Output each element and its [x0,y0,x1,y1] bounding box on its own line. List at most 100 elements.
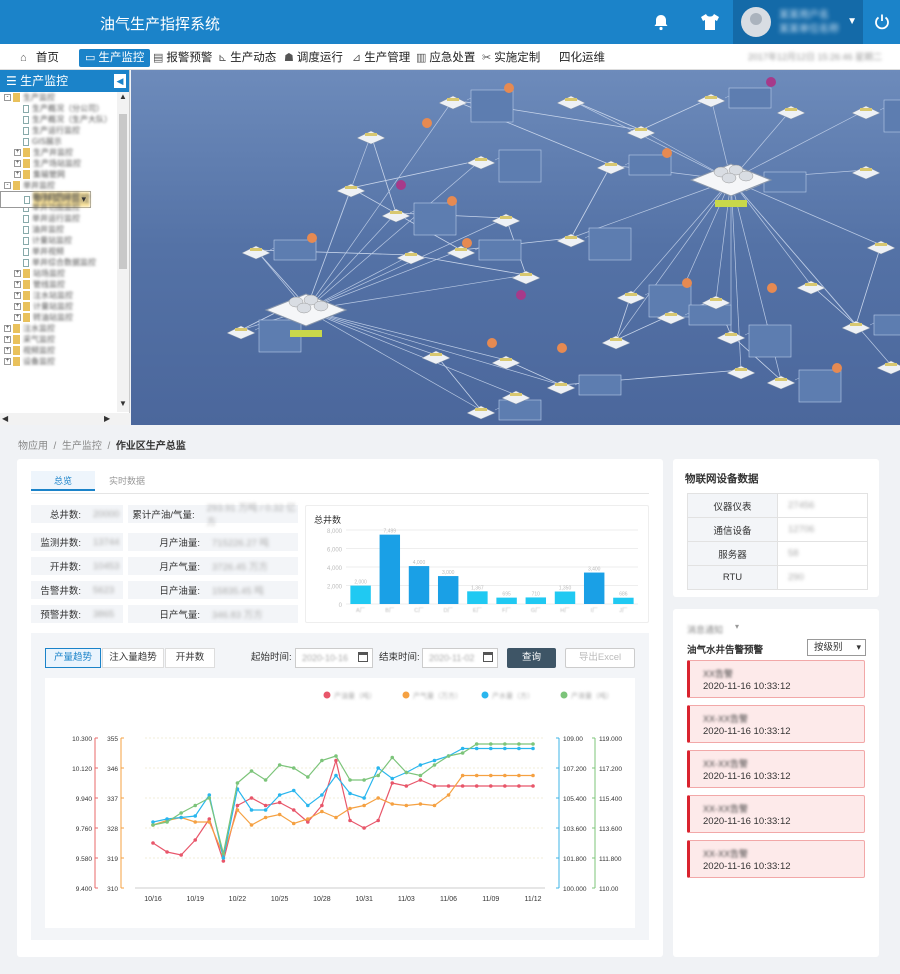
data-point[interactable] [235,803,240,808]
data-point[interactable] [348,818,352,823]
tree-item[interactable]: 单井运行监控 [0,213,129,224]
menu-item-ops[interactable]: 四化运维 [559,52,605,64]
expand-icon[interactable]: + [14,160,21,167]
data-point[interactable] [390,755,395,760]
data-point[interactable] [334,773,338,778]
chevron-down-icon[interactable]: ▾ [735,622,740,631]
tree-item[interactable]: + 注水站监控 [0,290,129,301]
data-point[interactable] [474,746,479,751]
data-point[interactable] [320,793,324,797]
data-point[interactable] [390,776,395,781]
station-node[interactable] [689,163,773,197]
legend-marker[interactable] [560,691,568,699]
well-node[interactable] [421,350,451,365]
legend-label[interactable]: 产液量（吨） [571,691,613,700]
production-network-map[interactable] [131,70,900,425]
bar[interactable] [496,597,517,604]
data-point[interactable] [503,784,507,788]
data-point[interactable] [446,793,451,797]
well-node[interactable] [796,280,826,295]
data-point[interactable] [151,823,155,827]
data-point[interactable] [193,820,198,824]
data-point[interactable] [474,742,479,746]
well-node[interactable] [776,105,806,120]
menu-item-production-monitor[interactable]: ▭ 生产监控 [79,49,151,67]
data-point[interactable] [432,803,437,808]
data-point[interactable] [235,808,240,812]
alarm-dot[interactable] [462,238,472,248]
expand-icon[interactable]: + [4,358,11,365]
data-point[interactable] [193,838,198,842]
bar[interactable] [583,572,605,604]
tree-item[interactable]: + 视频监控 [0,345,129,356]
data-point[interactable] [165,820,169,824]
data-point[interactable] [165,817,169,821]
data-point[interactable] [460,746,465,751]
data-point[interactable] [320,758,324,763]
well-node[interactable] [336,183,366,198]
data-point[interactable] [235,781,240,785]
well-node[interactable] [356,130,386,145]
data-point[interactable] [432,784,437,788]
expand-icon[interactable]: + [4,336,11,343]
menu-item-home[interactable]: ⌂ 首页 [20,49,59,67]
data-point[interactable] [362,778,366,782]
tree-item[interactable]: 单井综合数据监控 [0,257,129,268]
bar[interactable] [379,534,401,604]
legend-marker[interactable] [481,691,489,699]
alarm-item[interactable]: XX告警 2020-11-16 10:33:12 [687,660,865,698]
data-point[interactable] [249,769,254,773]
well-node[interactable] [841,320,871,335]
data-point[interactable] [390,781,395,785]
expand-icon[interactable]: + [14,270,21,277]
well-node[interactable] [626,125,656,140]
legend-label[interactable]: 产水量（方） [492,691,534,700]
tab-realtime[interactable]: 实时数据 [95,471,159,491]
alarm-item[interactable]: XX-XX告警 2020-11-16 10:33:12 [687,840,865,878]
data-point[interactable] [151,841,155,845]
data-point[interactable] [376,796,380,800]
export-excel-button[interactable]: 导出Excel [565,648,635,668]
tree-item[interactable]: + 计量站监控 [0,301,129,312]
data-point[interactable] [277,800,282,805]
warning-badge[interactable] [766,77,776,87]
bar[interactable] [467,591,488,604]
data-point[interactable] [460,773,465,778]
tab-overview[interactable]: 总览 [31,471,95,491]
well-node[interactable] [876,360,900,375]
well-node[interactable] [866,240,896,255]
toggle-open-wells[interactable]: 开井数 [165,648,215,668]
bar[interactable] [554,591,576,604]
well-node[interactable] [766,375,796,390]
well-node[interactable] [556,233,586,248]
sidebar-scrollbar[interactable]: ▲ ▼ [117,92,129,412]
alarm-dot[interactable] [422,118,432,128]
calendar-icon[interactable] [358,652,368,662]
tree-item[interactable]: + 生产场站监控 [0,158,129,169]
well-node[interactable] [241,245,271,260]
data-point[interactable] [249,808,254,812]
tree-item[interactable]: + 集输管网 [0,169,129,180]
data-point[interactable] [320,803,324,808]
alarm-dot[interactable] [662,148,672,158]
scroll-down-icon[interactable]: ▼ [119,399,127,408]
data-point[interactable] [418,763,423,767]
scroll-left-icon[interactable]: ◀ [2,414,9,423]
well-node[interactable] [616,290,646,305]
toggle-injection-trend[interactable]: 注入量趋势 [102,648,164,668]
well-node[interactable] [446,245,476,260]
well-node[interactable] [851,165,881,180]
expand-icon[interactable]: + [4,325,11,332]
data-point[interactable] [334,758,338,763]
data-point[interactable] [404,803,409,808]
data-point[interactable] [432,763,437,767]
data-point[interactable] [306,820,310,824]
data-point[interactable] [179,853,183,857]
collapse-tree-icon[interactable]: - [4,94,11,101]
data-point[interactable] [179,815,183,820]
well-node[interactable] [851,105,881,120]
well-node[interactable] [501,390,531,405]
user-menu[interactable]: 某某用户名 某某单位名称 ▼ [733,0,863,44]
legend-label[interactable]: 产油量（吨） [334,691,376,700]
tree-item[interactable]: + 站场监控 [0,268,129,279]
